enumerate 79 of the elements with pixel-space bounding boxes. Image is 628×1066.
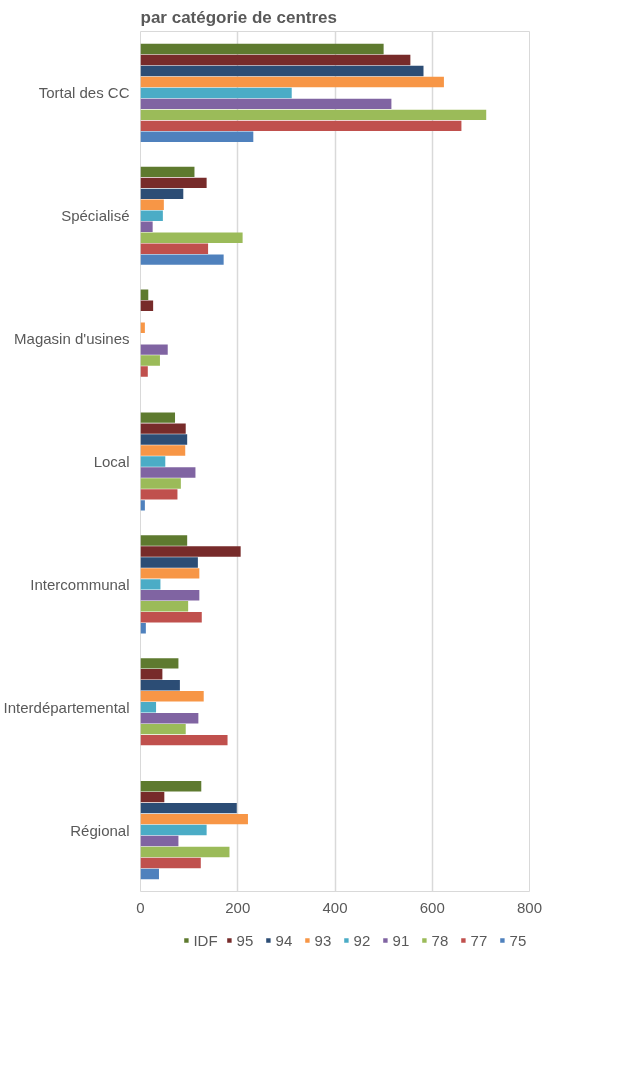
legend-label: IDF <box>193 931 218 949</box>
bar <box>140 712 199 724</box>
y-tick-label: Tortal des CC <box>38 84 130 102</box>
legend-label: 78 <box>431 931 450 949</box>
bar <box>140 500 145 511</box>
bar <box>140 98 392 110</box>
bar <box>140 434 188 445</box>
bar <box>140 546 241 557</box>
legend-label: 93 <box>314 931 333 949</box>
y-tick-label: Régional <box>70 821 130 839</box>
y-tick-label: Intercommunal <box>30 575 130 593</box>
bar <box>140 680 180 691</box>
bar <box>140 590 200 601</box>
x-tick-label: 0 <box>136 898 145 916</box>
bar <box>140 177 207 189</box>
bar <box>140 478 181 489</box>
bar <box>140 43 384 55</box>
bar <box>140 791 165 803</box>
bar <box>140 300 154 311</box>
bar <box>140 802 237 814</box>
x-tick-label: 800 <box>516 898 543 916</box>
y-tick-label: Local <box>93 453 130 470</box>
bar <box>140 188 184 200</box>
bar <box>140 601 189 612</box>
bar <box>140 423 186 434</box>
bar <box>140 243 209 254</box>
bar <box>140 734 228 746</box>
bar <box>140 210 163 221</box>
bar <box>140 109 487 121</box>
bar <box>140 535 188 546</box>
y-tick-label: Magasin d'usines <box>14 330 130 348</box>
bar <box>140 658 179 669</box>
bar <box>140 857 201 869</box>
x-tick-label: 400 <box>322 898 348 916</box>
bar <box>140 669 163 680</box>
bar <box>140 232 243 243</box>
bar <box>140 557 198 568</box>
bar <box>140 221 153 232</box>
bar <box>140 780 202 792</box>
bar <box>140 355 160 366</box>
y-tick-label: Spécialisé <box>61 207 130 225</box>
bar <box>140 835 179 847</box>
bar <box>140 868 159 880</box>
bar <box>140 54 411 66</box>
chart-title: par catégorie de centres <box>140 7 338 27</box>
bar <box>140 76 444 88</box>
bar <box>140 65 424 77</box>
legend-label: 75 <box>509 931 528 949</box>
bar <box>140 412 176 423</box>
bar <box>140 824 207 836</box>
legend-label: 91 <box>392 931 411 949</box>
bar <box>140 691 204 702</box>
bar <box>140 813 248 825</box>
bar <box>140 366 148 377</box>
legend-label: 92 <box>353 931 372 949</box>
bar <box>140 254 224 265</box>
bar <box>140 87 292 99</box>
bar <box>140 467 196 478</box>
bar <box>140 120 462 132</box>
bar <box>140 568 200 579</box>
bar <box>140 344 168 355</box>
bar <box>140 166 195 178</box>
x-tick-label: 200 <box>225 898 251 916</box>
bar <box>140 322 145 333</box>
bar <box>140 612 202 623</box>
bar <box>140 131 254 143</box>
legend-label: 94 <box>275 931 294 949</box>
bar <box>140 846 230 858</box>
x-tick-label: 600 <box>419 898 445 916</box>
bar <box>140 489 178 500</box>
bar <box>140 579 161 590</box>
bar <box>140 723 186 735</box>
legend-label: 77 <box>470 931 489 949</box>
bar <box>140 702 157 713</box>
y-tick-label: Interdépartemental <box>3 698 130 716</box>
bar <box>140 445 186 456</box>
legend-label: 95 <box>236 931 255 949</box>
bar <box>140 456 166 467</box>
bar <box>140 199 164 211</box>
